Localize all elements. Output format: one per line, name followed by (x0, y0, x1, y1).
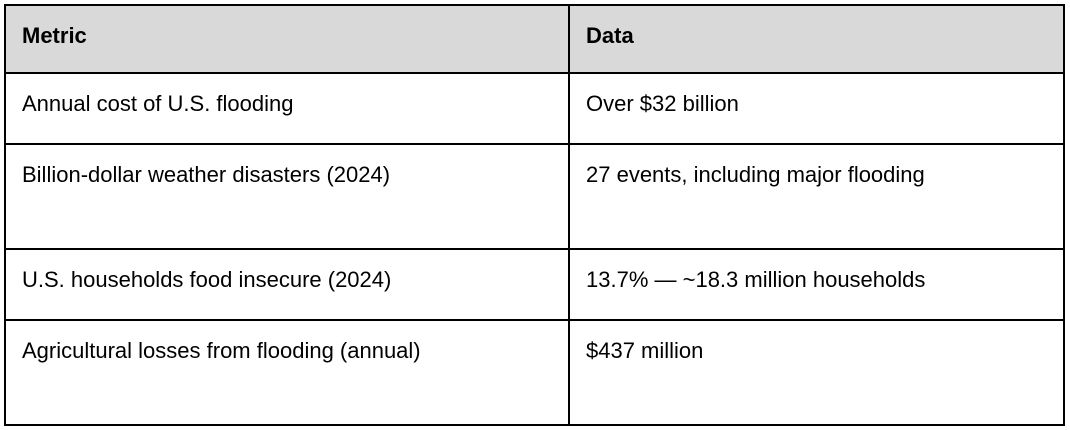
table-row: Billion-dollar weather disasters (2024) … (4, 143, 1065, 250)
cell-metric: U.S. households food insecure (2024) (4, 248, 570, 321)
header-cell-data: Data (568, 4, 1065, 74)
metrics-table: Metric Data Annual cost of U.S. flooding… (4, 4, 1065, 426)
cell-data: $437 million (568, 319, 1065, 426)
cell-data: Over $32 billion (568, 72, 1065, 145)
table-header-row: Metric Data (4, 4, 1065, 74)
cell-data: 13.7% — ~18.3 million households (568, 248, 1065, 321)
cell-metric: Agricultural losses from flooding (annua… (4, 319, 570, 426)
header-cell-metric: Metric (4, 4, 570, 74)
cell-data: 27 events, including major flooding (568, 143, 1065, 250)
table-row: U.S. households food insecure (2024) 13.… (4, 248, 1065, 321)
table-row: Agricultural losses from flooding (annua… (4, 319, 1065, 426)
table-row: Annual cost of U.S. flooding Over $32 bi… (4, 72, 1065, 145)
cell-metric: Billion-dollar weather disasters (2024) (4, 143, 570, 250)
cell-metric: Annual cost of U.S. flooding (4, 72, 570, 145)
